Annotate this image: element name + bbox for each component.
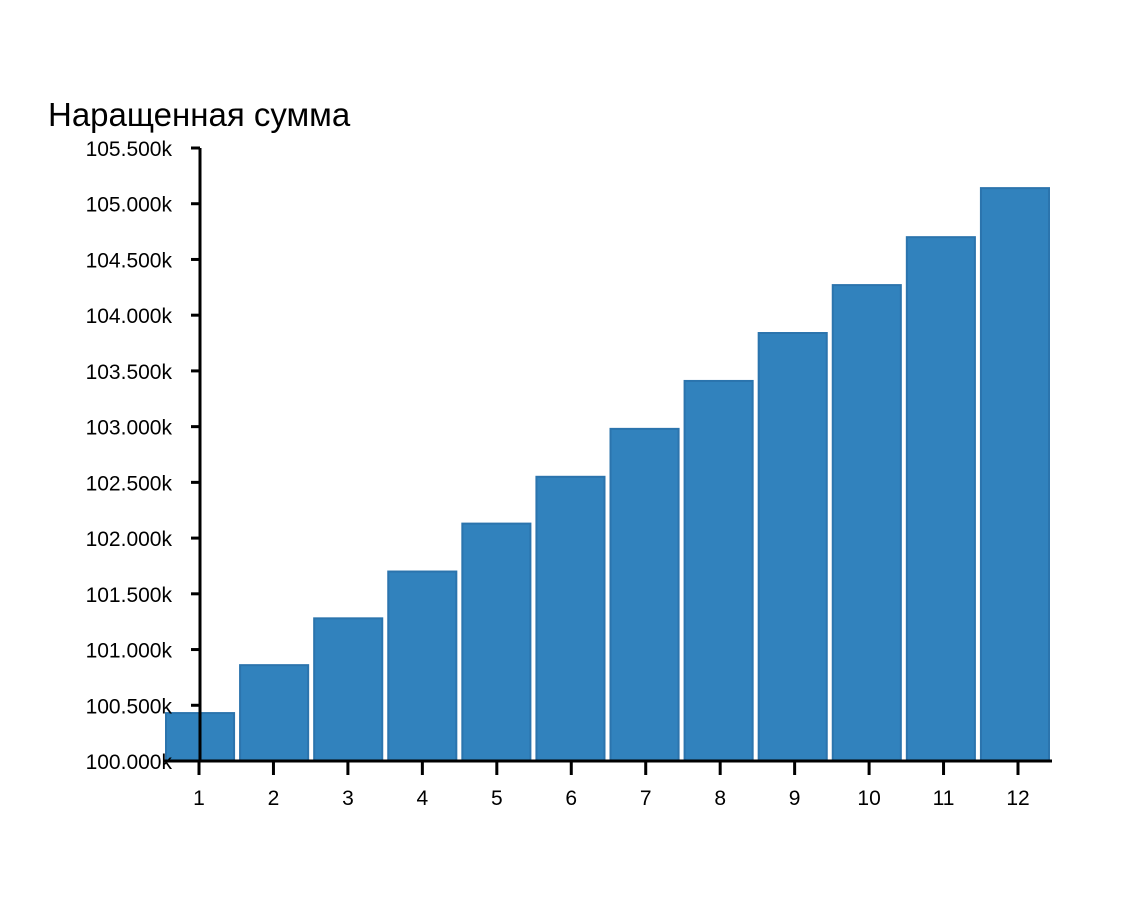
y-tick-label: 103.000k bbox=[86, 417, 173, 440]
x-tick-label: 7 bbox=[640, 787, 652, 810]
x-axis: 1 2 3 4 5 6 7 8 9 10 11 12 bbox=[163, 759, 1052, 810]
y-tick-label: 100.500k bbox=[86, 695, 173, 718]
x-tick-label: 5 bbox=[491, 787, 503, 810]
y-tick-label: 101.500k bbox=[86, 584, 173, 607]
y-axis: 100.000k 100.500k 101.000k 101.500k 102.000k… bbox=[86, 138, 202, 774]
x-tick-label: 4 bbox=[417, 787, 429, 810]
bar-10 bbox=[831, 284, 902, 762]
y-tick-label: 102.000k bbox=[86, 528, 173, 551]
y-tick-label: 104.500k bbox=[86, 249, 173, 272]
x-tick-label: 1 bbox=[193, 787, 205, 810]
y-tick-label: 105.000k bbox=[86, 194, 173, 217]
bar-5 bbox=[461, 522, 532, 762]
y-tick-label: 104.000k bbox=[86, 305, 173, 328]
chart-title: Наращенная сумма bbox=[48, 96, 351, 133]
x-tick-label: 6 bbox=[565, 787, 577, 810]
bar-7 bbox=[609, 427, 680, 762]
x-tick-label: 3 bbox=[342, 787, 354, 810]
x-tick-label: 9 bbox=[789, 787, 801, 810]
y-tick-label: 105.500k bbox=[86, 138, 173, 161]
bar-8 bbox=[683, 379, 754, 762]
x-tick-label: 12 bbox=[1006, 787, 1029, 810]
y-tick-label: 103.500k bbox=[86, 361, 173, 384]
bar-6 bbox=[535, 475, 606, 762]
bar-12 bbox=[979, 187, 1050, 762]
x-tick-label: 2 bbox=[268, 787, 280, 810]
x-tick-label: 10 bbox=[857, 787, 880, 810]
bar-3 bbox=[313, 617, 384, 763]
x-tick-label: 11 bbox=[933, 787, 955, 810]
bar-11 bbox=[905, 236, 976, 763]
bar-4 bbox=[387, 570, 458, 763]
y-tick-label: 100.000k bbox=[86, 751, 173, 774]
bar-9 bbox=[757, 332, 828, 762]
bars-layer bbox=[165, 187, 1050, 763]
y-tick-label: 102.500k bbox=[86, 472, 173, 495]
bar-2 bbox=[239, 664, 310, 763]
x-tick-label: 8 bbox=[714, 787, 726, 810]
y-tick-label: 101.000k bbox=[86, 640, 173, 663]
